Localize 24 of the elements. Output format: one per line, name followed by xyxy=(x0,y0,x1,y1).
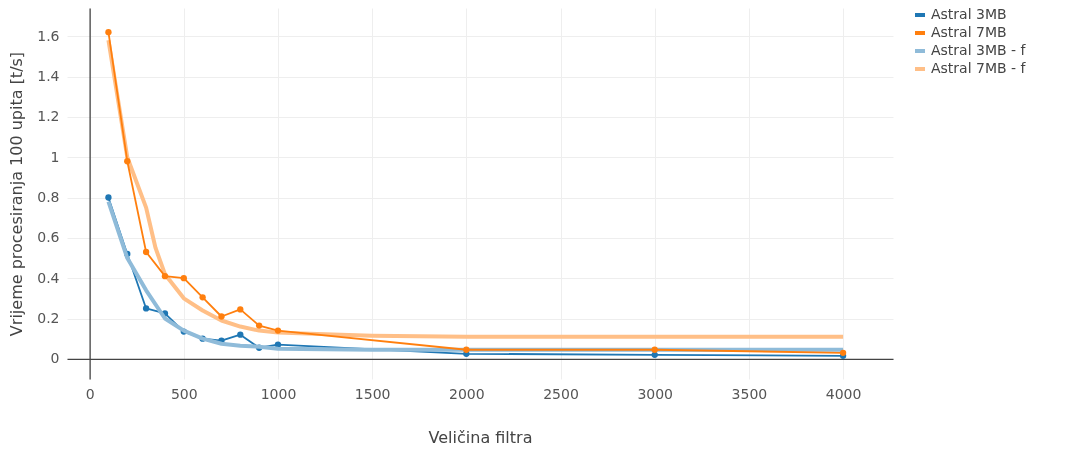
legend-label: Astral 3MB xyxy=(931,6,1007,22)
legend-label: Astral 3MB - f xyxy=(931,42,1027,58)
y-tick-label: 0.4 xyxy=(37,269,60,286)
x-tick-label: 1500 xyxy=(354,385,391,402)
x-tick-label: 1000 xyxy=(260,385,297,402)
x-tick-label: 2500 xyxy=(543,385,579,402)
x-axis-title: Veličina filtra xyxy=(428,427,533,447)
x-tick-label: 3000 xyxy=(637,385,674,402)
y-tick-label: 0.6 xyxy=(37,229,60,246)
x-tick-label: 500 xyxy=(170,385,198,402)
y-tick-label: 0.2 xyxy=(37,310,60,327)
legend-label: Astral 7MB - f xyxy=(931,60,1027,76)
x-tick-label: 4000 xyxy=(825,385,862,402)
y-tick-label: 1.2 xyxy=(37,108,60,125)
y-tick-label: 0 xyxy=(50,350,60,367)
x-tick-label: 0 xyxy=(85,385,95,402)
y-tick-label: 1.6 xyxy=(37,27,60,44)
y-tick-label: 0.8 xyxy=(37,189,60,206)
y-axis-title: Vrijeme procesiranja 100 upita [t/s] xyxy=(7,51,27,337)
y-tick-label: 1 xyxy=(50,148,60,165)
legend-label: Astral 7MB xyxy=(931,24,1007,40)
x-tick-label: 2000 xyxy=(449,385,485,402)
y-tick-label: 1.4 xyxy=(37,68,60,85)
x-tick-label: 3500 xyxy=(731,385,768,402)
